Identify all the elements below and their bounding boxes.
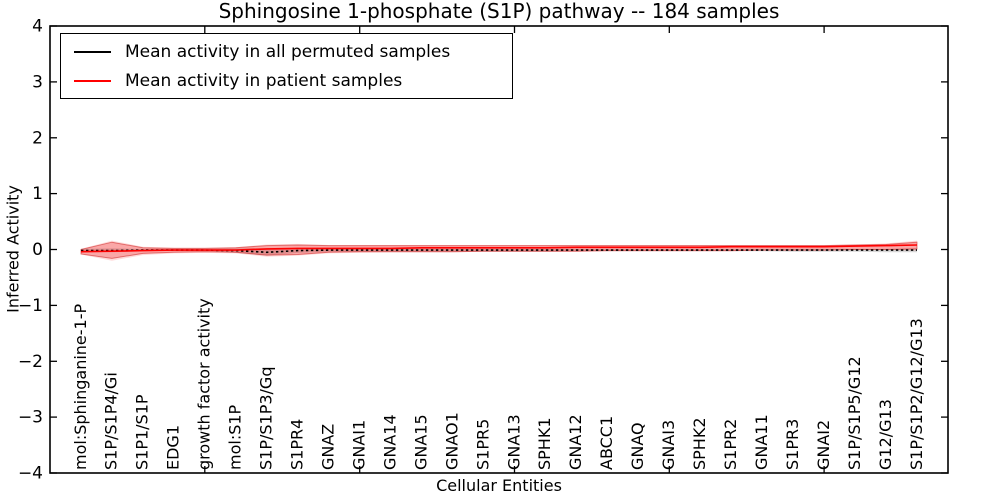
x-tick-label: GNAQ — [628, 422, 647, 470]
x-tick-label: GNA12 — [566, 414, 585, 470]
series-line-permuted — [81, 249, 917, 254]
x-tick-label: ABCC1 — [597, 416, 616, 470]
x-tick-label: GNA13 — [504, 414, 523, 470]
x-tick-label: mol:Sphinganine-1-P — [71, 303, 90, 470]
x-tick-label: GNA14 — [380, 414, 399, 470]
y-tick-label: 3 — [32, 73, 43, 93]
y-tick-label: 4 — [32, 17, 43, 37]
legend-line-sample-red — [74, 79, 111, 82]
y-tick-label: 2 — [32, 128, 43, 148]
x-tick-label: SPHK2 — [690, 417, 709, 470]
x-tick-label: GNAI2 — [814, 420, 833, 470]
legend-label: Mean activity in all permuted samples — [125, 41, 451, 62]
y-tick-label: −4 — [18, 464, 43, 484]
x-tick-label: GNA11 — [752, 414, 771, 470]
x-tick-label: S1P1/S1P — [133, 394, 152, 470]
x-tick-label: SPHK1 — [535, 417, 554, 470]
legend-line-sample-black — [74, 50, 111, 53]
x-tick-label: S1P/S1P4/Gi — [102, 372, 121, 470]
x-tick-label: mol:S1P — [226, 404, 245, 470]
chart-title: Sphingosine 1-phosphate (S1P) pathway --… — [218, 0, 780, 23]
x-tick-label: S1P/S1P3/Gq — [257, 367, 276, 470]
x-tick-label: GNAO1 — [442, 412, 461, 470]
legend-item-patient: Mean activity in patient samples — [61, 66, 512, 95]
x-tick-label: growth factor activity — [195, 298, 214, 470]
x-tick-label: GNAI3 — [659, 420, 678, 470]
x-tick-label: S1P/S1P2/G12/G13 — [907, 318, 926, 470]
x-tick-label: S1PR5 — [473, 419, 492, 470]
x-tick-label: GNAI1 — [350, 420, 369, 470]
series-line-patient — [80, 244, 918, 253]
y-tick-label: −1 — [18, 296, 43, 316]
x-tick-label: S1PR3 — [783, 419, 802, 470]
y-tick-label: 0 — [32, 240, 43, 260]
x-tick-label: S1P/S1P5/G12 — [845, 356, 864, 470]
x-tick-label: S1PR4 — [288, 419, 307, 470]
legend-item-permuted: Mean activity in all permuted samples — [61, 37, 512, 66]
x-tick-label: S1PR2 — [721, 419, 740, 470]
y-tick-label: 1 — [32, 184, 43, 204]
x-tick-label: GNAZ — [319, 424, 338, 470]
y-tick-label: −2 — [18, 352, 43, 372]
x-axis-label: Cellular Entities — [436, 476, 562, 495]
x-tick-label: EDG1 — [164, 425, 183, 470]
legend-label: Mean activity in patient samples — [125, 70, 403, 91]
legend: Mean activity in all permuted samples Me… — [60, 33, 513, 99]
x-tick-label: G12/G13 — [876, 399, 895, 470]
patient-band-area — [80, 241, 918, 259]
x-tick-label: GNA15 — [411, 414, 430, 470]
y-tick-label: −3 — [18, 408, 43, 428]
